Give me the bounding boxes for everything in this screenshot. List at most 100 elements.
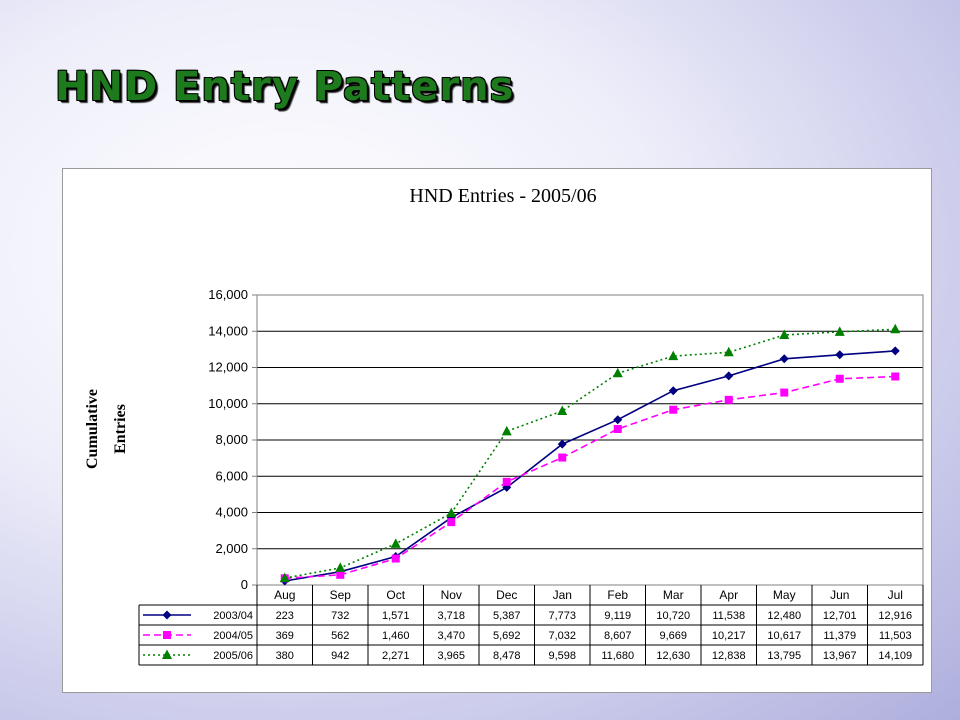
data-label: 7,773 [548, 610, 576, 622]
data-label: 5,387 [493, 610, 521, 622]
data-point-2 [447, 518, 456, 527]
data-label: 12,701 [823, 610, 857, 622]
data-point-3 [890, 323, 901, 334]
data-point-3 [335, 562, 346, 572]
data-label: 562 [331, 630, 349, 642]
y-tick-label: 16,000 [208, 287, 248, 302]
data-label: 5,692 [493, 630, 521, 642]
y-tick-label: 0 [241, 577, 248, 592]
data-label: 1,571 [382, 610, 410, 622]
series-line-2 [284, 375, 896, 580]
x-tick-label: Nov [441, 588, 462, 602]
legend-label: 2003/04 [213, 610, 253, 622]
data-point-1 [557, 439, 567, 449]
data-point-2 [391, 554, 400, 563]
series-line-3 [284, 328, 896, 579]
data-point-3 [557, 405, 568, 416]
x-tick-label: Jul [888, 588, 903, 602]
x-tick-label: Oct [386, 588, 405, 602]
data-point-2 [669, 405, 678, 414]
data-point-2 [835, 374, 844, 383]
data-point-1 [613, 415, 623, 425]
data-label: 2,271 [382, 650, 410, 662]
data-point-1 [835, 350, 845, 360]
data-point-2 [502, 477, 511, 486]
data-label: 8,607 [604, 630, 632, 642]
series-lines [284, 328, 896, 582]
data-label: 369 [276, 630, 294, 642]
data-label: 380 [276, 650, 294, 662]
chart-frame: HND Entries - 2005/06 Cumulative Entries… [62, 168, 932, 693]
y-axis-title: Cumulative Entries [84, 389, 129, 469]
x-tick-label: Aug [274, 588, 295, 602]
data-label: 13,967 [823, 650, 857, 662]
data-point-2 [724, 395, 733, 404]
x-tick-label: May [773, 588, 796, 602]
data-label: 942 [331, 650, 349, 662]
data-label: 8,478 [493, 650, 521, 662]
data-label: 10,617 [767, 630, 801, 642]
y-tick-label: 4,000 [215, 505, 248, 520]
data-point-1 [724, 371, 734, 381]
y-axis-title-line-1: Cumulative [84, 389, 101, 469]
data-label: 7,032 [548, 630, 576, 642]
series-line-1 [284, 350, 896, 582]
data-point-3 [501, 425, 512, 436]
data-point-2 [558, 453, 567, 462]
y-tick-label: 2,000 [215, 541, 248, 556]
data-label: 223 [276, 610, 294, 622]
data-label: 1,460 [382, 630, 410, 642]
data-label: 3,470 [437, 630, 465, 642]
y-axis-title-line-2: Entries [112, 404, 129, 454]
data-label: 9,598 [548, 650, 576, 662]
data-label: 11,538 [712, 610, 745, 622]
x-tick-label: Sep [330, 588, 352, 602]
data-point-1 [890, 346, 900, 356]
data-point-2 [336, 570, 345, 579]
data-label: 9,119 [604, 610, 631, 622]
data-label: 12,838 [712, 650, 746, 662]
x-tick-label: Feb [607, 588, 628, 602]
legend-label: 2005/06 [213, 650, 253, 662]
legend-marker-1 [162, 610, 172, 620]
legend-marker-3 [162, 649, 172, 659]
y-tick-label: 10,000 [208, 396, 248, 411]
data-point-2 [891, 372, 900, 381]
x-tick-label: Jan [553, 588, 572, 602]
data-point-3 [723, 346, 734, 357]
x-tick-label: Apr [719, 588, 738, 602]
data-label: 3,965 [437, 650, 465, 662]
data-label: 12,916 [878, 610, 912, 622]
data-point-3 [612, 367, 623, 378]
chart: HND Entries - 2005/06 Cumulative Entries… [84, 185, 924, 666]
y-tick-label: 8,000 [215, 432, 248, 447]
data-label: 12,480 [767, 610, 801, 622]
legend-marker-2 [163, 631, 171, 639]
data-point-1 [668, 386, 678, 396]
data-label: 11,503 [879, 630, 912, 642]
series-markers [279, 323, 901, 586]
data-label: 10,720 [656, 610, 690, 622]
chart-title: HND Entries - 2005/06 [409, 185, 596, 207]
data-label: 13,795 [767, 650, 801, 662]
data-point-1 [779, 354, 789, 364]
legend-label: 2004/05 [213, 630, 253, 642]
gridlines [257, 330, 923, 550]
y-tick-labels: 0 2,000 4,000 6,000 8,000 10,000 12,000 14,000 1… [208, 287, 257, 592]
data-label: 732 [331, 610, 349, 622]
y-tick-label: 12,000 [208, 360, 248, 375]
data-point-2 [780, 388, 789, 397]
data-label: 11,680 [601, 650, 634, 662]
data-label: 14,109 [878, 650, 912, 662]
y-tick-label: 14,000 [208, 323, 248, 338]
x-tick-label: Mar [663, 588, 684, 602]
data-point-3 [779, 329, 790, 339]
data-label: 10,217 [712, 630, 746, 642]
x-tick-label: Dec [496, 588, 517, 602]
y-tick-label: 6,000 [215, 468, 248, 483]
x-tick-label: Jun [830, 588, 849, 602]
data-label: 11,379 [823, 630, 856, 642]
data-point-2 [613, 424, 622, 433]
data-label: 12,630 [656, 650, 690, 662]
data-label: 9,669 [659, 630, 687, 642]
